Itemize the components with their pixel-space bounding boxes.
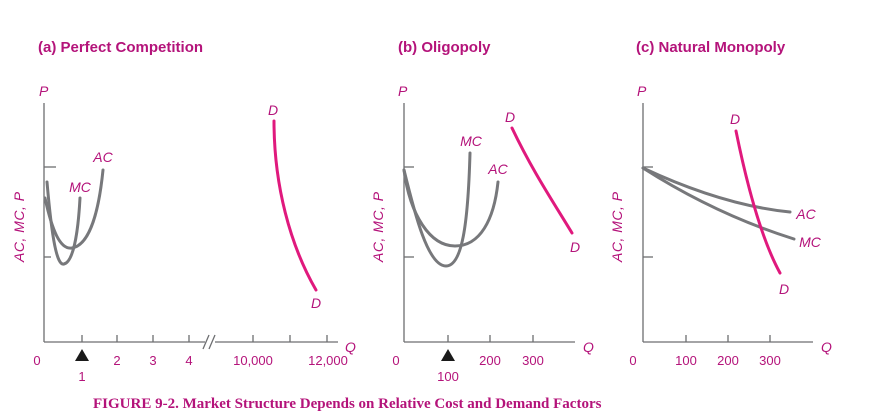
panel-b-ac-curve	[402, 168, 500, 248]
panel-c-x-tick-label: 100	[675, 353, 697, 368]
panel-c-y-axis-label: AC, MC, P	[609, 191, 625, 263]
panel-b-demand-label-top: D	[505, 109, 515, 125]
panel-a-origin-label: 0	[33, 353, 40, 368]
panel-a-x-tick-label: 1	[78, 369, 85, 384]
panel-c-ac-curve	[641, 166, 792, 214]
panel-a: (a) Perfect Competition P AC, MC, P 0 1 …	[11, 39, 356, 384]
panel-b-x-tick-label: 200	[479, 353, 501, 368]
panel-a-triangle-marker	[75, 349, 89, 361]
panel-b-y-axis-label: AC, MC, P	[370, 191, 386, 263]
panel-c-x-tick-label: 300	[759, 353, 781, 368]
panel-a-x-tick-label: 10,000	[233, 353, 273, 368]
panel-c-demand-curve	[734, 129, 782, 275]
panel-c-demand-label-bottom: D	[779, 281, 789, 297]
panel-a-ac-curve	[43, 168, 105, 250]
panel-c-mc-label: MC	[799, 234, 822, 250]
figure-caption: FIGURE 9-2. Market Structure Depends on …	[93, 396, 602, 412]
panel-a-mc-label: MC	[69, 179, 92, 195]
panel-b-ac-label: AC	[487, 161, 508, 177]
panel-c-origin-label: 0	[629, 353, 636, 368]
panel-a-x-tick-label: 2	[113, 353, 120, 368]
panel-a-x-tick-label: 3	[149, 353, 156, 368]
panel-b-x-tick-label: 300	[522, 353, 544, 368]
panel-b-mc-label: MC	[460, 133, 483, 149]
panel-b-demand-curve	[510, 126, 574, 235]
panel-c-mc-curve	[641, 166, 796, 241]
panel-a-x-letter: Q	[345, 339, 356, 355]
panel-a-title: (a) Perfect Competition	[38, 39, 203, 56]
panel-b-x-tick-label: 100	[437, 369, 459, 384]
panel-c-demand-label-top: D	[730, 111, 740, 127]
panel-b-x-letter: Q	[583, 339, 594, 355]
panel-c: (c) Natural Monopoly P AC, MC, P 0 100 2…	[609, 39, 832, 368]
panel-b-title: (b) Oligopoly	[398, 39, 491, 56]
panel-a-demand-curve	[272, 119, 318, 292]
panel-c-y-letter: P	[637, 83, 647, 99]
panel-b-origin-label: 0	[392, 353, 399, 368]
panel-a-x-tick-label: 12,000	[308, 353, 348, 368]
panel-a-y-letter: P	[39, 83, 49, 99]
panel-b: (b) Oligopoly P AC, MC, P 0 100 200 300 …	[370, 39, 594, 384]
panel-b-y-letter: P	[398, 83, 408, 99]
panel-b-demand-label-bottom: D	[570, 239, 580, 255]
panel-a-demand-label-top: D	[268, 102, 278, 118]
panel-c-x-letter: Q	[821, 339, 832, 355]
panel-a-axis-break	[202, 334, 216, 350]
panel-a-x-tick-label: 4	[185, 353, 192, 368]
panel-a-demand-label-bottom: D	[311, 295, 321, 311]
panel-c-x-tick-label: 200	[717, 353, 739, 368]
panel-c-title: (c) Natural Monopoly	[636, 39, 786, 56]
panel-a-ac-label: AC	[92, 149, 113, 165]
panel-b-triangle-marker	[441, 349, 455, 361]
panel-c-ac-label: AC	[795, 206, 816, 222]
panel-a-y-axis-label: AC, MC, P	[11, 191, 27, 263]
